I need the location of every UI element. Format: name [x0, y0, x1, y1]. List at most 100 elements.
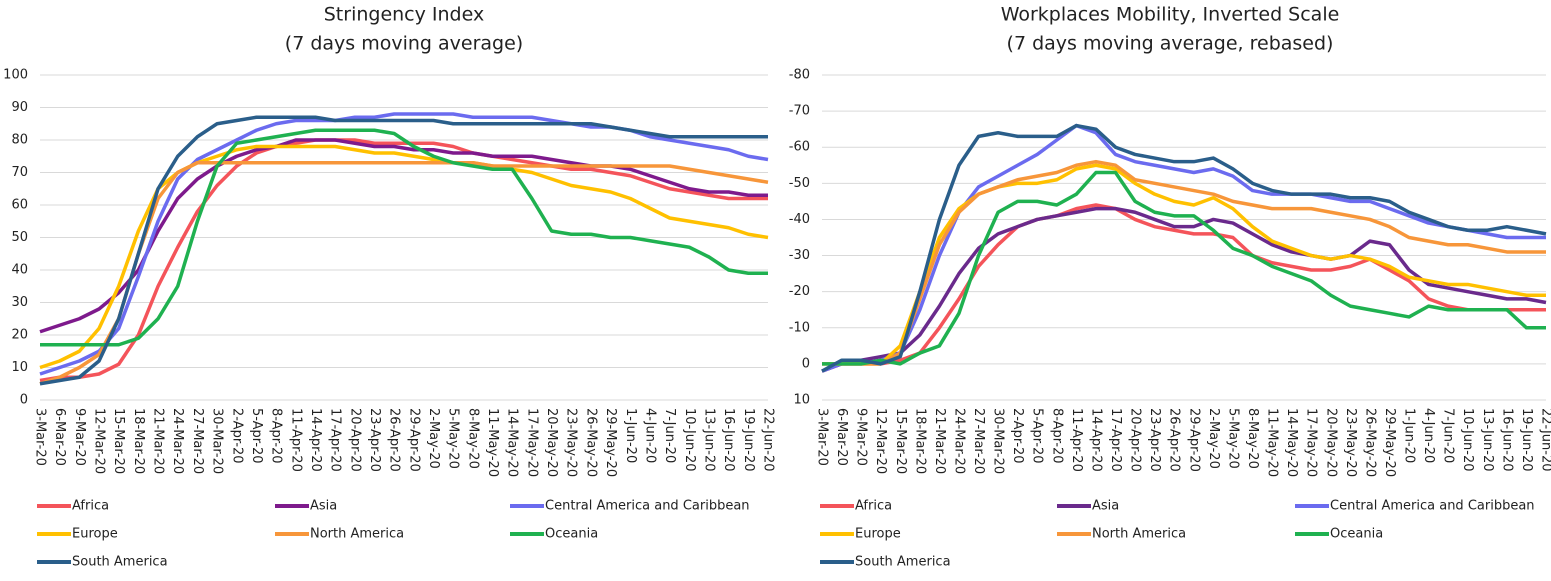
series-line: [822, 163, 1546, 366]
chart-subtitle: (7 days moving average, rebased): [1007, 33, 1334, 55]
x-tick-label: 13-Jun-20: [701, 408, 716, 472]
x-tick-label: 24-Mar-20: [951, 408, 966, 474]
legend-label: South America: [855, 555, 951, 570]
x-tick-label: 7-Jun-20: [662, 408, 677, 463]
x-tick-label: 10-Jun-20: [1460, 408, 1475, 472]
y-tick-label: 20: [11, 328, 28, 343]
x-tick-label: 14-May-20: [1284, 408, 1299, 477]
y-tick-label: 50: [11, 230, 28, 245]
y-tick-label: 0: [802, 356, 810, 371]
y-tick-label: 10: [793, 393, 810, 408]
legend-label: Central America and Caribbean: [545, 499, 750, 514]
x-tick-label: 29-May-20: [1382, 408, 1397, 477]
x-tick-label: 8-Apr-20: [1049, 408, 1064, 464]
legend-label: Central America and Caribbean: [1330, 499, 1535, 514]
x-tick-label: 26-May-20: [583, 408, 598, 477]
x-tick-label: 5-May-20: [1225, 408, 1240, 469]
x-tick-label: 8-May-20: [1245, 408, 1260, 469]
series-line: [821, 203, 1546, 373]
x-tick-label: 17-Apr-20: [1108, 408, 1123, 472]
series-line: [821, 206, 1547, 373]
x-tick-label: 11-May-20: [485, 408, 500, 477]
x-tick-label: 24-Mar-20: [170, 408, 185, 474]
x-tick-label: 27-Mar-20: [971, 408, 986, 474]
x-tick-label: 2-May-20: [1206, 408, 1221, 469]
x-tick-label: 15-Mar-20: [893, 408, 908, 474]
x-tick-label: 4-Jun-20: [642, 408, 657, 463]
x-tick-label: 23-Apr-20: [367, 408, 382, 472]
x-tick-label: 5-Apr-20: [249, 408, 264, 464]
chart-title: Stringency Index: [324, 4, 484, 26]
series-line: [39, 138, 768, 383]
series-line: [39, 112, 769, 376]
y-tick-label: 10: [11, 360, 28, 375]
x-tick-label: 15-Mar-20: [111, 408, 126, 474]
x-tick-label: 19-Jun-20: [741, 408, 756, 472]
x-tick-label: 18-Mar-20: [131, 408, 146, 474]
x-tick-label: 6-Mar-20: [834, 408, 849, 466]
x-tick-label: 27-Mar-20: [190, 408, 205, 474]
x-tick-label: 9-Mar-20: [854, 408, 869, 466]
y-tick-label: 0: [20, 393, 28, 408]
x-tick-label: 17-Apr-20: [328, 408, 343, 472]
x-tick-label: 11-May-20: [1265, 408, 1280, 477]
x-tick-label: 20-May-20: [544, 408, 559, 477]
x-tick-label: 20-Apr-20: [347, 408, 362, 472]
x-tick-label: 23-May-20: [1343, 408, 1358, 477]
legend-label: Africa: [855, 499, 892, 514]
legend-label: Africa: [72, 499, 109, 514]
x-tick-label: 20-Apr-20: [1128, 408, 1143, 472]
legend-label: North America: [1092, 527, 1186, 542]
x-tick-label: 10-Jun-20: [682, 408, 697, 472]
legend-label: Oceania: [545, 527, 598, 542]
x-tick-label: 9-Mar-20: [72, 408, 87, 466]
x-tick-label: 1-Jun-20: [1402, 408, 1417, 463]
y-tick-label: 30: [11, 295, 28, 310]
x-tick-label: 12-Mar-20: [873, 408, 888, 474]
x-tick-label: 5-May-20: [446, 408, 461, 469]
x-tick-label: 7-Jun-20: [1441, 408, 1456, 463]
x-tick-label: 18-Mar-20: [912, 408, 927, 474]
x-tick-label: 26-Apr-20: [1167, 408, 1182, 472]
x-tick-label: 16-Jun-20: [721, 408, 736, 472]
series-line: [40, 128, 768, 347]
x-tick-label: 16-Jun-20: [1499, 408, 1514, 472]
x-tick-label: 13-Jun-20: [1480, 408, 1495, 472]
x-tick-label: 26-Apr-20: [387, 408, 402, 472]
series-line: [822, 159, 1546, 366]
y-tick-label: 40: [11, 263, 28, 278]
y-tick-label: -80: [789, 68, 810, 83]
x-tick-label: 30-Mar-20: [991, 408, 1006, 474]
y-tick-label: 80: [11, 133, 28, 148]
x-tick-label: 23-May-20: [564, 408, 579, 477]
x-tick-label: 2-Apr-20: [1010, 408, 1025, 464]
x-tick-label: 5-Apr-20: [1030, 408, 1045, 464]
x-tick-label: 29-May-20: [603, 408, 618, 477]
x-tick-label: 2-Apr-20: [229, 408, 244, 464]
x-tick-label: 4-Jun-20: [1421, 408, 1436, 463]
x-tick-label: 12-Mar-20: [92, 408, 107, 474]
x-tick-label: 1-Jun-20: [623, 408, 638, 463]
x-tick-label: 2-May-20: [426, 408, 441, 469]
y-tick-label: -10: [789, 320, 810, 335]
x-tick-label: 17-May-20: [1304, 408, 1319, 477]
y-tick-label: 90: [11, 100, 28, 115]
y-tick-label: -30: [789, 248, 810, 263]
legend-label: Europe: [855, 527, 901, 542]
x-tick-label: 20-May-20: [1323, 408, 1338, 477]
x-tick-label: 6-Mar-20: [52, 408, 67, 466]
x-tick-label: 8-May-20: [465, 408, 480, 469]
legend-label: South America: [72, 555, 168, 570]
x-tick-label: 29-Apr-20: [1186, 408, 1201, 472]
x-tick-label: 3-Mar-20: [33, 408, 48, 466]
y-tick-label: -70: [789, 104, 810, 119]
series-line: [821, 123, 1546, 373]
series-line: [39, 138, 768, 334]
y-tick-label: 100: [3, 68, 28, 83]
y-tick-label: -50: [789, 176, 810, 191]
x-tick-label: 17-May-20: [524, 408, 539, 477]
legend-label: North America: [310, 527, 404, 542]
x-tick-label: 11-Apr-20: [1069, 408, 1084, 472]
legend-label: Asia: [1092, 499, 1119, 514]
